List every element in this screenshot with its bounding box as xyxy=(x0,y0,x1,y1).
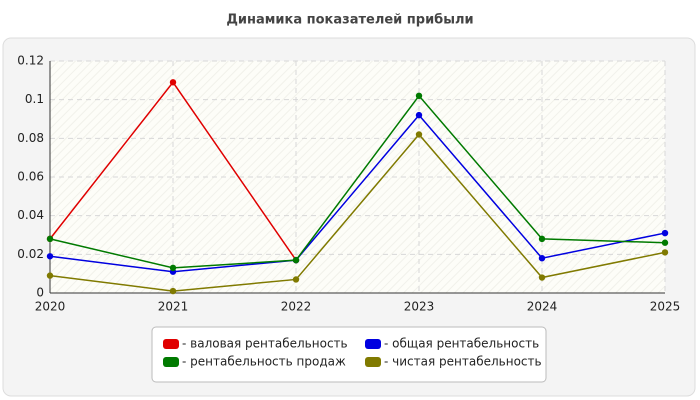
point xyxy=(538,255,546,262)
legend-swatch xyxy=(365,357,381,367)
x-tick-label: 2020 xyxy=(35,300,66,314)
point xyxy=(292,276,300,283)
legend-swatch xyxy=(163,357,179,367)
legend-label: - общая рентабельность xyxy=(384,337,539,351)
y-tick-label: 0.06 xyxy=(17,170,44,184)
y-tick-label: 0.12 xyxy=(17,54,44,68)
y-tick-label: 0.02 xyxy=(17,247,44,261)
x-tick-label: 2023 xyxy=(404,300,435,314)
x-tick-label: 2021 xyxy=(158,300,189,314)
y-tick-label: 0 xyxy=(36,286,44,300)
x-tick-label: 2025 xyxy=(650,300,681,314)
point xyxy=(169,287,177,295)
y-tick-label: 0.08 xyxy=(17,131,44,145)
point xyxy=(415,111,423,119)
point xyxy=(169,264,177,272)
point xyxy=(661,249,669,256)
point xyxy=(661,229,669,237)
series-line xyxy=(49,113,666,273)
legend-swatch xyxy=(163,339,179,349)
x-tick-label: 2022 xyxy=(281,300,312,314)
legend-label: - валовая рентабельность xyxy=(182,337,348,351)
point xyxy=(415,131,423,138)
point xyxy=(46,253,54,260)
series-line xyxy=(49,94,666,269)
point xyxy=(292,256,300,264)
series-line xyxy=(49,133,666,292)
point xyxy=(661,239,669,246)
point xyxy=(46,272,54,279)
chart-title: Динамика показателей прибыли xyxy=(226,13,473,28)
y-tick-label: 0.1 xyxy=(25,92,44,106)
point xyxy=(538,235,546,243)
legend-label: - рентабельность продаж xyxy=(182,355,346,369)
point xyxy=(538,274,546,281)
x-tick-label: 2024 xyxy=(527,300,558,314)
point xyxy=(415,92,423,100)
legend-box xyxy=(151,326,547,383)
point xyxy=(169,79,177,86)
legend-swatch xyxy=(365,339,381,349)
y-tick-label: 0.04 xyxy=(17,208,44,222)
legend-label: - чистая рентабельность xyxy=(384,355,542,369)
point xyxy=(46,235,54,243)
